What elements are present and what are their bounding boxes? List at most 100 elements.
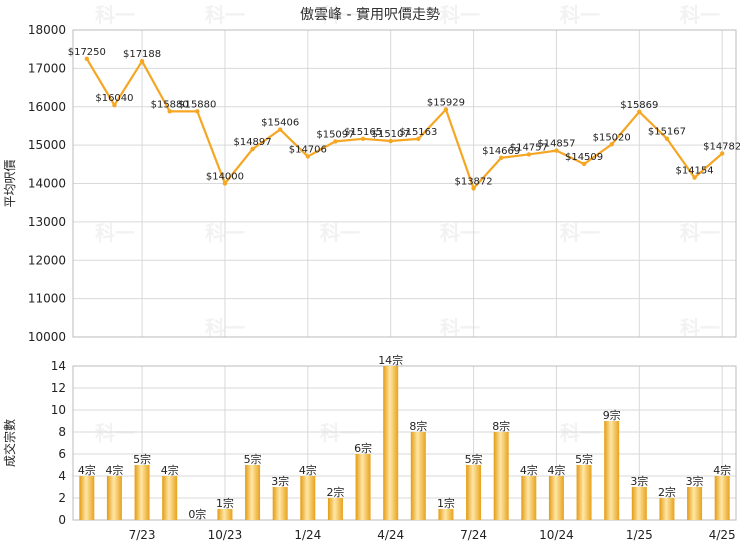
volume-bar <box>383 366 399 520</box>
price-point <box>112 103 117 108</box>
volume-data-label: 4宗 <box>105 463 123 477</box>
price-data-label: $14782 <box>703 141 740 152</box>
volume-data-label: 5宗 <box>133 452 151 466</box>
price-point <box>719 151 725 156</box>
y-tick-label: 13000 <box>28 215 66 229</box>
x-tick-label: 7/24 <box>460 528 487 542</box>
y-tick-label: 17000 <box>28 61 66 75</box>
x-tick-label: 10/23 <box>208 528 243 542</box>
y-tick-label: 0 <box>58 513 66 527</box>
price-point <box>498 155 504 161</box>
volume-data-label: 6宗 <box>354 441 372 455</box>
price-point <box>250 146 255 152</box>
price-point <box>84 56 90 61</box>
volume-data-label: 5宗 <box>575 452 593 466</box>
price-data-label: $15165 <box>344 127 382 138</box>
y-tick-label: 14 <box>51 359 66 373</box>
watermark-text: 科一 <box>95 221 135 245</box>
watermark-text: 科一 <box>320 421 360 445</box>
y-tick-label: 4 <box>58 469 66 483</box>
volume-bar <box>576 465 592 520</box>
volume-data-label: 0宗 <box>188 507 206 521</box>
price-data-label: $14897 <box>233 137 271 148</box>
price-point <box>222 181 228 186</box>
volume-data-label: 1宗 <box>216 496 234 510</box>
volume-bar <box>687 487 703 520</box>
y-tick-label: 12000 <box>28 253 66 267</box>
y-axis-label: 成交宗數 <box>2 419 17 467</box>
watermark-text: 科一 <box>320 3 360 27</box>
volume-data-label: 4宗 <box>547 463 565 477</box>
price-point <box>526 152 532 157</box>
volume-bar <box>217 509 233 520</box>
x-tick-label: 4/25 <box>709 528 736 542</box>
x-tick-label: 7/23 <box>129 528 156 542</box>
price-point <box>277 127 283 132</box>
volume-bar <box>300 476 316 520</box>
price-data-label: $17188 <box>123 49 161 60</box>
price-point <box>471 186 476 191</box>
y-tick-label: 10000 <box>28 330 66 344</box>
volume-bar <box>272 487 288 520</box>
price-data-label: $15929 <box>427 97 465 108</box>
price-data-label: $15406 <box>261 118 299 129</box>
volume-data-label: 2宗 <box>326 485 344 499</box>
y-tick-label: 2 <box>58 491 66 505</box>
watermark-text: 科一 <box>205 3 245 27</box>
price-point <box>333 139 338 144</box>
volume-data-label: 14宗 <box>378 353 403 367</box>
y-tick-label: 10 <box>51 403 66 417</box>
volume-data-label: 9宗 <box>603 408 621 422</box>
price-data-label: $15880 <box>178 99 216 110</box>
y-tick-label: 15000 <box>28 138 66 152</box>
price-data-label: $15107 <box>372 129 410 140</box>
y-tick-label: 8 <box>58 425 66 439</box>
price-point <box>609 142 614 147</box>
price-data-label: $16040 <box>95 93 133 104</box>
volume-bar <box>106 476 122 520</box>
volume-data-label: 4宗 <box>713 463 731 477</box>
watermark-text: 科一 <box>320 221 360 245</box>
watermark-text: 科一 <box>680 3 720 27</box>
price-data-label: $14509 <box>565 152 603 163</box>
x-tick-label: 10/24 <box>539 528 574 542</box>
volume-data-label: 5宗 <box>465 452 483 466</box>
watermark-text: 科一 <box>560 221 600 245</box>
volume-data-label: 2宗 <box>658 485 676 499</box>
volume-bar <box>521 476 537 520</box>
volume-data-label: 1宗 <box>437 496 455 510</box>
watermark-text: 科一 <box>95 421 135 445</box>
watermark-text: 科一 <box>440 3 480 27</box>
volume-bar <box>714 476 730 520</box>
price-line-chart: 10000 11000 12000 13000 14000 15000 16000 17000… <box>3 23 740 344</box>
y-axis-label: 平均呎價 <box>3 159 17 207</box>
volume-bar <box>631 487 647 520</box>
price-point <box>360 136 366 141</box>
price-point <box>388 138 393 144</box>
price-point <box>167 109 172 114</box>
volume-bar <box>466 465 482 520</box>
volume-bar <box>79 476 95 520</box>
volume-bar <box>245 465 261 520</box>
price-data-label: $15097 <box>316 129 354 140</box>
volume-bar <box>134 465 150 520</box>
volume-data-label: 4宗 <box>520 463 538 477</box>
chart-title: 傲雲峰 - 實用呎價走勢 <box>300 7 440 23</box>
volume-data-label: 3宗 <box>686 474 704 488</box>
watermark-text: 科一 <box>560 421 600 445</box>
volume-bar <box>410 432 426 520</box>
price-point <box>664 136 670 141</box>
price-data-label: $14757 <box>510 142 548 153</box>
y-tick-label: 14000 <box>28 177 66 191</box>
price-point <box>195 109 200 114</box>
volume-bar <box>438 509 454 520</box>
price-point <box>637 109 642 114</box>
plot-frame <box>72 29 737 338</box>
price-point <box>692 175 697 180</box>
price-data-label: $15167 <box>648 127 686 138</box>
x-tick-label: 1/24 <box>294 528 321 542</box>
volume-bar <box>659 498 675 520</box>
price-point <box>581 161 587 167</box>
